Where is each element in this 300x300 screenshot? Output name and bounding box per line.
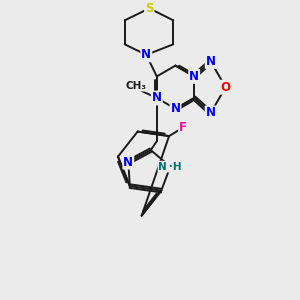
Text: N: N: [206, 106, 216, 119]
Text: S: S: [145, 2, 154, 15]
Text: N: N: [141, 48, 151, 61]
Text: CH₃: CH₃: [125, 81, 146, 91]
Text: N: N: [189, 70, 199, 83]
Text: N: N: [123, 156, 133, 169]
Text: N: N: [170, 102, 181, 115]
Text: N: N: [152, 92, 162, 104]
Text: N: N: [206, 55, 216, 68]
Text: F: F: [179, 121, 187, 134]
Text: O: O: [220, 81, 231, 94]
Text: N ·H: N ·H: [158, 162, 182, 172]
